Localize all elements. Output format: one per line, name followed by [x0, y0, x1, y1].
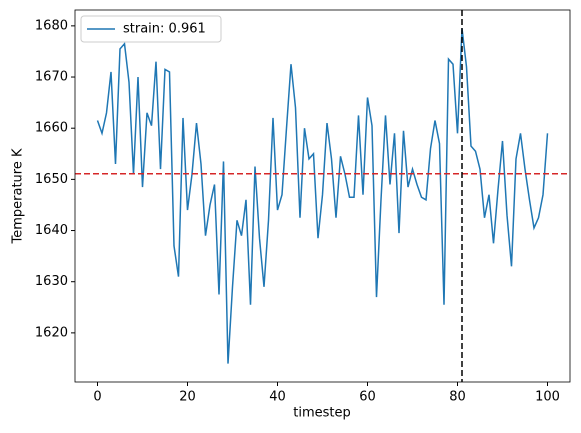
x-tick-label: 0	[93, 390, 101, 405]
legend-label: strain: 0.961	[123, 22, 206, 37]
x-tick-label: 20	[179, 390, 196, 405]
data-line	[96, 28, 549, 364]
plot-frame	[74, 9, 571, 383]
y-tick-label: 1640	[35, 223, 68, 238]
y-axis-label: Temperature K	[11, 148, 26, 244]
y-tick-label: 1650	[35, 172, 68, 187]
y-tick-label: 1630	[35, 274, 68, 289]
x-tick-label: 80	[449, 390, 466, 405]
y-tick-label: 1660	[35, 121, 68, 136]
x-axis-label: timestep	[293, 406, 351, 421]
y-tick-label: 1680	[35, 18, 68, 33]
y-tick-label: 1620	[35, 325, 68, 340]
x-tick-label: 40	[269, 390, 286, 405]
x-tick-label: 100	[535, 390, 560, 405]
legend-box	[80, 15, 222, 43]
y-tick-label: 1670	[35, 70, 68, 85]
x-tick-label: 60	[359, 390, 376, 405]
